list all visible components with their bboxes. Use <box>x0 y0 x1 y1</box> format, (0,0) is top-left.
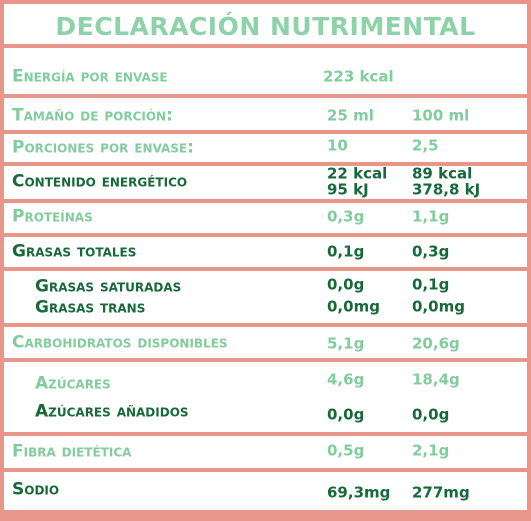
row-value: 277mg <box>412 483 470 502</box>
row-value: 0,5g <box>327 441 365 460</box>
row-value: 25 ml <box>327 106 374 125</box>
separator <box>4 358 527 362</box>
row-label: Energía por envase <box>12 66 168 87</box>
row-value: 0,1g <box>327 242 365 261</box>
row-label: Grasas totales <box>12 241 137 262</box>
row-value: 2,5 <box>412 136 439 155</box>
row-value: 95 kJ <box>327 180 369 199</box>
row-label: Proteínas <box>12 206 93 227</box>
row-value: 223 kcal <box>323 67 394 86</box>
row-value: 22 kcal <box>327 164 388 183</box>
separator <box>4 130 527 134</box>
row-label: Porciones por envase: <box>12 137 194 158</box>
row-value: 0,0mg <box>412 297 465 316</box>
separator <box>4 199 527 203</box>
row-value: 1,1g <box>412 207 450 226</box>
row-value: 4,6g <box>327 370 365 389</box>
row-label: Carbohidratos disponibles <box>12 332 228 353</box>
row-value: 378,8 kJ <box>412 180 481 199</box>
row-label: Fibra dietética <box>12 441 132 462</box>
row-value: 0,3g <box>327 207 365 226</box>
row-value: 0,0g <box>412 405 450 424</box>
separator <box>4 233 527 237</box>
separator <box>4 162 527 166</box>
separator <box>4 267 527 271</box>
row-value: 20,6g <box>412 334 460 353</box>
row-label: Grasas saturadas <box>35 276 182 297</box>
separator <box>4 323 527 327</box>
row-value: 0,0g <box>327 275 365 294</box>
title: DECLARACIÓN NUTRIMENTAL <box>55 12 476 41</box>
row-label: Grasas trans <box>35 297 146 318</box>
row-label: Azúcares añadidos <box>35 401 189 422</box>
row-label: Sodio <box>12 479 60 500</box>
row-label: Tamaño de porción: <box>12 105 173 126</box>
separator <box>4 44 527 48</box>
row-value: 2,1g <box>412 441 450 460</box>
row-label: Contenido energético <box>12 171 188 192</box>
separator <box>4 468 527 472</box>
separator <box>4 94 527 98</box>
panel <box>4 4 527 510</box>
row-value: 18,4g <box>412 370 460 389</box>
row-value: 0,3g <box>412 242 450 261</box>
row-value: 10 <box>327 136 348 155</box>
row-value: 89 kcal <box>412 164 473 183</box>
row-value: 0,0g <box>327 405 365 424</box>
row-value: 5,1g <box>327 334 365 353</box>
row-label: Azúcares <box>35 373 111 394</box>
row-value: 0,0mg <box>327 297 380 316</box>
row-value: 0,1g <box>412 275 450 294</box>
row-value: 100 ml <box>412 106 470 125</box>
row-value: 69,3mg <box>327 483 391 502</box>
separator <box>4 432 527 436</box>
